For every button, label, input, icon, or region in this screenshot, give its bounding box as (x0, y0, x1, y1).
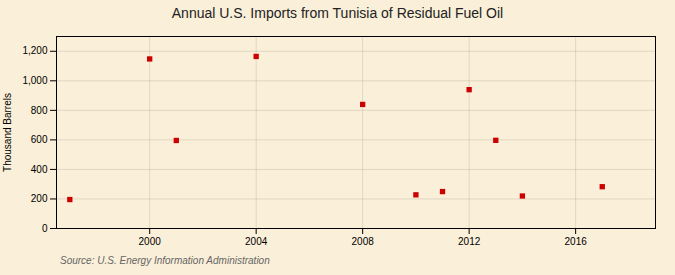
svg-text:2008: 2008 (352, 236, 375, 247)
svg-text:1,200: 1,200 (22, 45, 47, 56)
svg-text:200: 200 (31, 193, 48, 204)
html-text:Annual U.S. Imports from Tunis: Annual U.S. Imports from Tunisia of Resi… (171, 5, 504, 21)
svg-text:1,000: 1,000 (22, 75, 47, 86)
svg-text:2000: 2000 (139, 236, 162, 247)
svg-text:2004: 2004 (245, 236, 268, 247)
svg-text:Thousand Barrels: Thousand Barrels (2, 93, 13, 172)
html-text:Source: U.S. Energy Informatio: Source: U.S. Energy Information Administ… (60, 255, 270, 266)
svg-text:2012: 2012 (458, 236, 481, 247)
svg-text:800: 800 (31, 105, 48, 116)
svg-text:400: 400 (31, 164, 48, 175)
svg-text:600: 600 (31, 134, 48, 145)
svg-text:2016: 2016 (565, 236, 588, 247)
svg-text:0: 0 (42, 223, 48, 234)
